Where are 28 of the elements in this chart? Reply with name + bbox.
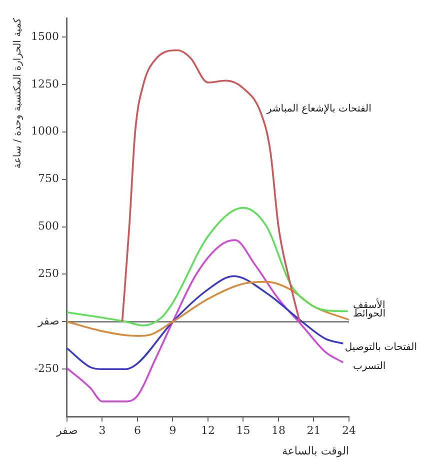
- y-tick-label: 250: [38, 267, 59, 280]
- x-tick-label: 3: [98, 424, 106, 438]
- y-tick-label: 500: [38, 220, 59, 233]
- series-label: الفتحات بالتوصيل: [344, 342, 417, 354]
- series-label: الحوائط: [353, 308, 386, 320]
- x-tick-label: صفر: [55, 424, 78, 438]
- x-axis-title: الوقت بالساعة: [282, 444, 349, 458]
- y-tick-label: 750: [38, 172, 59, 186]
- line-series: [66, 275, 344, 370]
- x-tick-label: 6: [134, 424, 141, 438]
- line-series: [121, 49, 301, 323]
- y-tick-label: 1250: [30, 77, 59, 90]
- x-tick-label: 21: [306, 424, 321, 438]
- y-tick-label: 1500: [30, 30, 59, 43]
- line-series: [66, 280, 349, 337]
- line-series: [66, 239, 344, 402]
- x-tick-label: 12: [200, 424, 215, 438]
- x-tick-label: 15: [236, 424, 250, 438]
- x-tick-label: 18: [272, 424, 286, 438]
- series-label: الفتحات بالإشعاع المباشر: [266, 104, 372, 114]
- y-axis-title: كمية الحرارة المكتسبة وحدة / ساعة: [12, 18, 24, 169]
- series-label: التسرب: [352, 361, 386, 372]
- line-series: [66, 206, 349, 326]
- y-tick-label: صفر: [36, 314, 59, 328]
- y-tick-label: -250: [34, 362, 59, 376]
- x-tick-label: 9: [169, 424, 176, 438]
- y-tick-label: 1000: [30, 124, 59, 138]
- x-tick-label: 24: [342, 424, 356, 438]
